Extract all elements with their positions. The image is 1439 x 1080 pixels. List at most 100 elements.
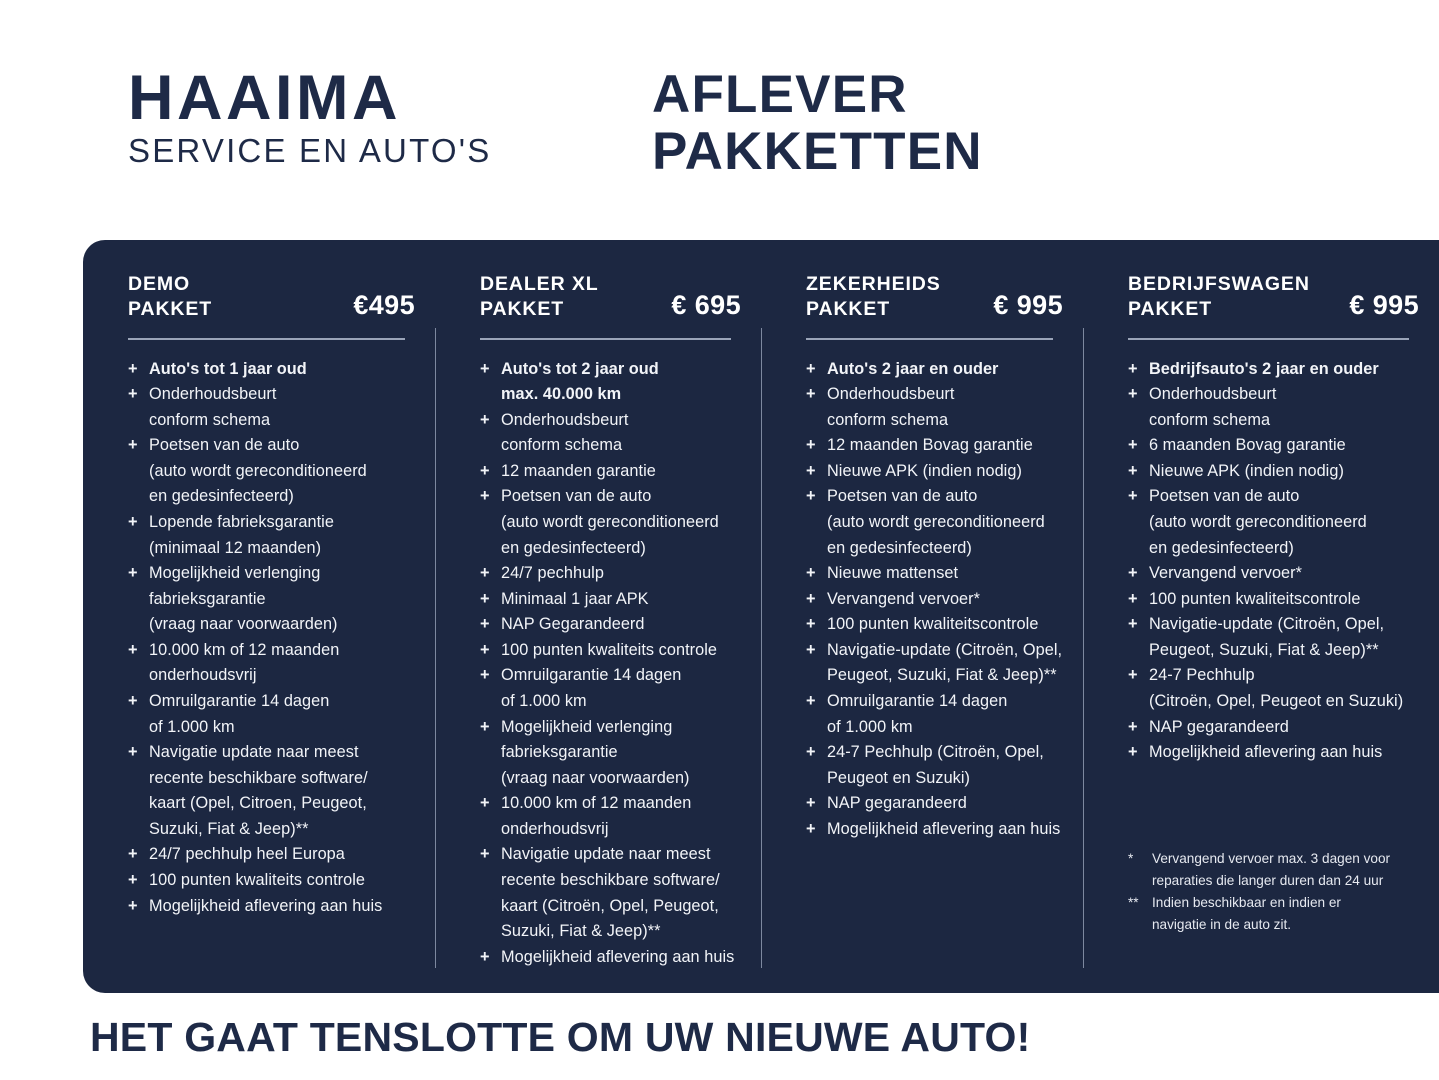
feature-item: +100 punten kwaliteits controle [480, 638, 741, 664]
package-price: €495 [353, 289, 415, 320]
feature-item: +12 maanden Bovag garantie [806, 433, 1063, 459]
plus-icon: + [1128, 436, 1138, 455]
plus-icon: + [1128, 385, 1138, 404]
feature-item: +10.000 km of 12 maanden onderhoudsvrij [128, 638, 415, 689]
header-divider [128, 337, 405, 340]
feature-item: + Onderhoudsbeurt conform schema [806, 382, 1063, 433]
feature-list: + Auto's 2 jaar en ouder + Onderhoudsbeurt c… [806, 357, 1063, 843]
feature-item: +100 punten kwaliteitscontrole [1128, 587, 1419, 613]
feature-item: +100 punten kwaliteits controle [128, 868, 415, 894]
feature-item: + Vervangend vervoer* [806, 587, 1063, 613]
feature-line: 100 punten kwaliteitscontrole [1149, 589, 1361, 608]
feature-list: + Auto's tot 1 jaar oud + Onderhoudsbeurt co… [128, 357, 415, 920]
package-price: € 995 [1349, 289, 1419, 320]
plus-icon: + [480, 410, 490, 429]
package-name-line-2: PAKKET [128, 297, 213, 320]
package-header: BEDRIJFSWAGEN PAKKET € 995 [1128, 272, 1419, 322]
plus-icon: + [128, 640, 138, 659]
plus-icon: + [806, 487, 816, 506]
page-title-line-2: PAKKETTEN [652, 122, 983, 182]
feature-line: Suzuki, Fiat & Jeep)** [501, 922, 661, 941]
feature-line: Peugeot, Suzuki, Fiat & Jeep)** [827, 666, 1057, 685]
plus-icon: + [806, 615, 816, 634]
package-name-line-1: DEMO [128, 273, 191, 295]
page-header: HAAIMA SERVICE EN AUTO'S AFLEVER PAKKETT… [0, 0, 1439, 240]
plus-icon: + [1128, 666, 1138, 685]
package-name: DEMO PAKKET [128, 272, 212, 322]
feature-list: + Auto's tot 2 jaar oud max. 40.000 km + Ond… [480, 357, 741, 971]
package-name-line-1: BEDRIJFSWAGEN [1128, 273, 1310, 295]
plus-icon: + [480, 564, 490, 583]
feature-line: Mogelijkheid aflevering aan huis [149, 896, 383, 915]
feature-line: recente beschikbare software/ [149, 768, 368, 787]
feature-line: Poetsen van de auto [501, 487, 652, 506]
feature-line: Lopende fabrieksgarantie [149, 512, 334, 531]
feature-line: 24/7 pechhulp heel Europa [149, 845, 345, 864]
plus-icon: + [806, 436, 816, 455]
plus-icon: + [806, 743, 816, 762]
footnote-line: navigatie in de auto zit. [1152, 917, 1292, 933]
feature-line: 10.000 km of 12 maanden [501, 794, 692, 813]
feature-item: + Nieuwe APK (indien nodig) [806, 459, 1063, 485]
feature-item: +24-7 Pechhulp (Citroën, Opel, Peugeot en… [1128, 663, 1419, 714]
feature-line: (minimaal 12 maanden) [149, 538, 322, 557]
plus-icon: + [806, 589, 816, 608]
feature-line: fabrieksgarantie [501, 743, 618, 762]
package-name: ZEKERHEIDS PAKKET [806, 272, 941, 322]
feature-line: Suzuki, Fiat & Jeep)** [149, 819, 309, 838]
feature-line: Poetsen van de auto [827, 487, 978, 506]
feature-line: conform schema [149, 410, 271, 429]
header-divider [806, 337, 1053, 340]
plus-icon: + [1128, 589, 1138, 608]
plus-icon: + [1128, 487, 1138, 506]
feature-line: NAP gegarandeerd [1149, 717, 1289, 736]
plus-icon: + [1128, 564, 1138, 583]
feature-line: max. 40.000 km [501, 385, 622, 404]
plus-icon: + [480, 717, 490, 736]
package-column-bedrijfswagen: BEDRIJFSWAGEN PAKKET € 995 + Bedrijfsauto… [1083, 240, 1439, 993]
plus-icon: + [480, 359, 490, 378]
header-divider [1128, 337, 1409, 340]
feature-item: + Auto's 2 jaar en ouder [806, 357, 1063, 383]
feature-line: Omruilgarantie 14 dagen [149, 692, 330, 711]
package-name-line-1: ZEKERHEIDS [806, 273, 941, 295]
footnote-item: ** Indien beschikbaar en indien er navigat… [1128, 892, 1423, 936]
feature-line: of 1.000 km [501, 692, 587, 711]
feature-line: 12 maanden garantie [501, 461, 656, 480]
plus-icon: + [128, 743, 138, 762]
plus-icon: + [480, 794, 490, 813]
feature-item: +6 maanden Bovag garantie [1128, 433, 1419, 459]
feature-line: (auto wordt gereconditioneerd [149, 461, 367, 480]
footnote-marker: ** [1128, 895, 1139, 911]
feature-line: Onderhoudsbeurt [827, 385, 955, 404]
package-price: € 995 [993, 289, 1063, 320]
footnote-line: Vervangend vervoer max. 3 dagen voor [1152, 851, 1391, 866]
feature-line: (vraag naar voorwaarden) [501, 768, 690, 787]
feature-line: of 1.000 km [149, 717, 235, 736]
plus-icon: + [1128, 461, 1138, 480]
feature-line: onderhoudsvrij [149, 666, 257, 685]
brand-name: HAAIMA [128, 63, 401, 133]
package-header: ZEKERHEIDS PAKKET € 995 [806, 272, 1063, 322]
feature-item: + Mogelijkheid aflevering aan huis [806, 817, 1063, 843]
feature-line: (vraag naar voorwaarden) [149, 615, 338, 634]
feature-line: en gedesinfecteerd) [501, 538, 646, 557]
feature-line: NAP gegarandeerd [827, 794, 967, 813]
feature-line: Vervangend vervoer* [1149, 564, 1303, 583]
feature-line: Omruilgarantie 14 dagen [501, 666, 682, 685]
feature-line: Omruilgarantie 14 dagen [827, 692, 1008, 711]
plus-icon: + [1128, 615, 1138, 634]
plus-icon: + [480, 589, 490, 608]
plus-icon: + [806, 640, 816, 659]
plus-icon: + [128, 845, 138, 864]
feature-item: + Mogelijkheid aflevering aan huis [128, 894, 415, 920]
feature-line: Mogelijkheid aflevering aan huis [1149, 743, 1383, 762]
feature-line: Poetsen van de auto [1149, 487, 1300, 506]
feature-line: Mogelijkheid verlenging [501, 717, 673, 736]
feature-item: +12 maanden garantie [480, 459, 741, 485]
feature-line: Mogelijkheid aflevering aan huis [501, 947, 735, 966]
feature-item: + Navigatie-update (Citroën, Opel, Peugeot… [1128, 612, 1419, 663]
feature-line: Navigatie-update (Citroën, Opel, [827, 640, 1063, 659]
footnote-marker: * [1128, 851, 1134, 866]
package-name-line-2: PAKKET [1128, 297, 1213, 320]
